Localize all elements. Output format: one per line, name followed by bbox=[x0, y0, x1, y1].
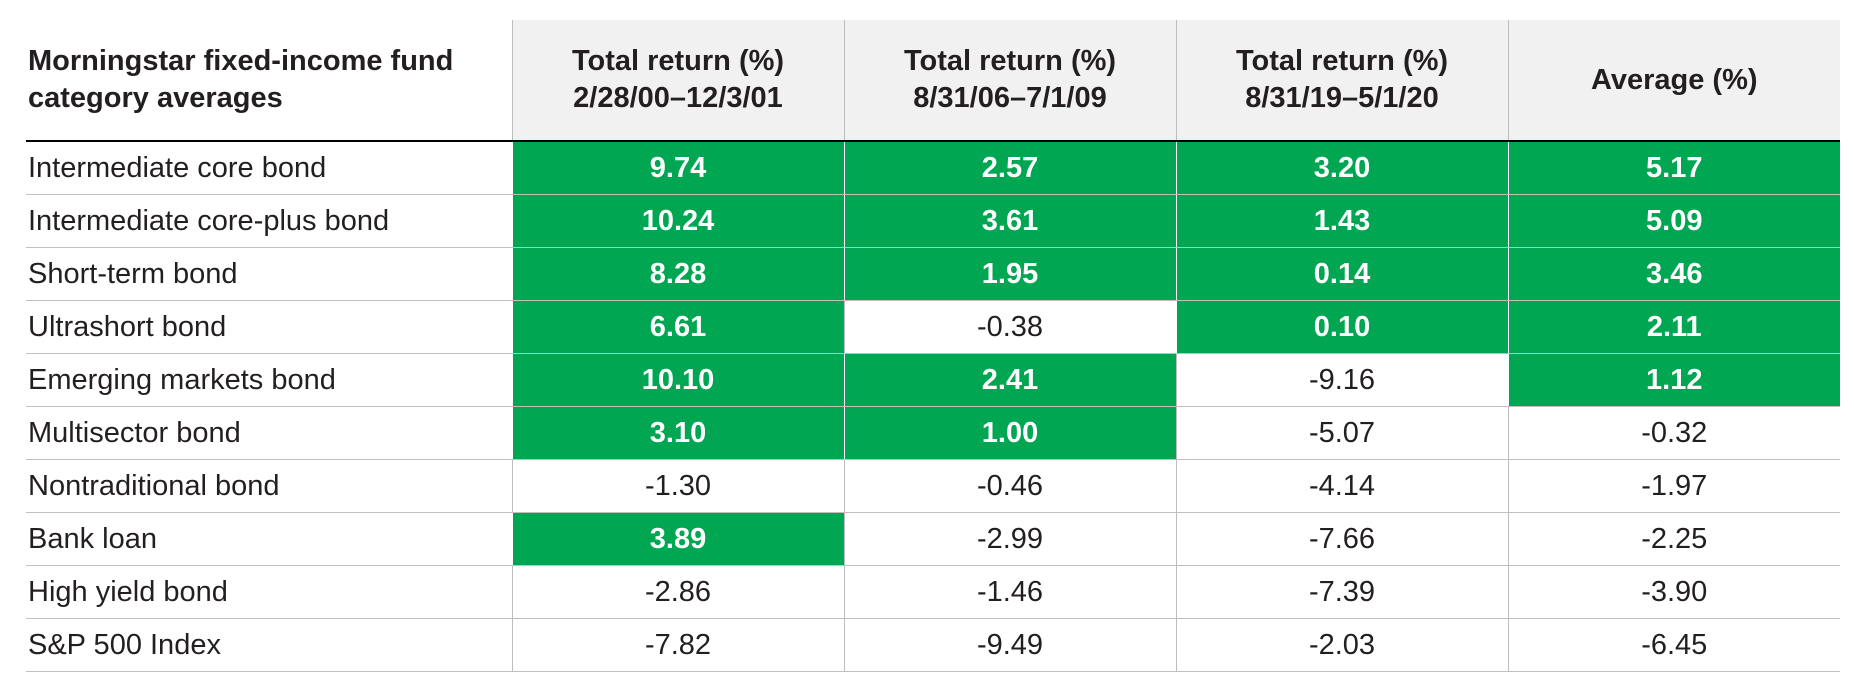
header-row: Morningstar fixed-income fund category a… bbox=[26, 20, 1840, 142]
value-cell: -0.38 bbox=[843, 300, 1176, 354]
value-cell: -7.66 bbox=[1175, 512, 1508, 566]
value-cell: 10.24 bbox=[511, 194, 844, 248]
value-cell: -6.45 bbox=[1507, 618, 1840, 672]
value-cell: 3.10 bbox=[511, 406, 844, 460]
value-cell: 3.46 bbox=[1507, 247, 1840, 301]
value-cell: -2.03 bbox=[1175, 618, 1508, 672]
row-label: Bank loan bbox=[26, 512, 512, 566]
row-label: Emerging markets bond bbox=[26, 353, 512, 407]
row-label: Multisector bond bbox=[26, 406, 512, 460]
column-header-title: Total return (%) bbox=[903, 45, 1117, 77]
value-cell: 1.12 bbox=[1507, 353, 1840, 407]
value-cell: 0.14 bbox=[1175, 247, 1508, 301]
value-cell: -9.49 bbox=[843, 618, 1176, 672]
column-header-period: 8/31/06–7/1/09 bbox=[913, 82, 1107, 114]
value-cell: -2.25 bbox=[1507, 512, 1840, 566]
row-label: Intermediate core-plus bond bbox=[26, 194, 512, 248]
row-label: Ultrashort bond bbox=[26, 300, 512, 354]
table-row: Multisector bond 3.10 1.00 -5.07 -0.32 bbox=[26, 406, 1840, 460]
table-row: Nontraditional bond -1.30 -0.46 -4.14 -1.97 bbox=[26, 459, 1840, 513]
value-cell: 2.41 bbox=[843, 353, 1176, 407]
value-cell: -7.82 bbox=[511, 618, 844, 672]
column-header-period: 8/31/19–5/1/20 bbox=[1245, 82, 1439, 114]
value-cell: -5.07 bbox=[1175, 406, 1508, 460]
table-row: Bank loan 3.89 -2.99 -7.66 -2.25 bbox=[26, 512, 1840, 566]
corner-header-line-1: Morningstar fixed-income fund bbox=[28, 45, 454, 77]
corner-header-line-2: category averages bbox=[28, 82, 283, 114]
value-cell: 6.61 bbox=[511, 300, 844, 354]
column-header-title: Average (%) bbox=[1590, 63, 1758, 96]
column-header-3: Total return (%) 8/31/19–5/1/20 bbox=[1175, 20, 1508, 142]
value-cell: 5.09 bbox=[1507, 194, 1840, 248]
value-cell: 3.89 bbox=[511, 512, 844, 566]
value-cell: -7.39 bbox=[1175, 565, 1508, 619]
column-header-4: Average (%) bbox=[1507, 20, 1840, 142]
table-row: Short-term bond 8.28 1.95 0.14 3.46 bbox=[26, 247, 1840, 301]
value-cell: 3.20 bbox=[1175, 141, 1508, 195]
table-body: Intermediate core bond 9.74 2.57 3.20 5.17 In… bbox=[26, 141, 1840, 672]
value-cell: 9.74 bbox=[511, 141, 844, 195]
value-cell: 0.10 bbox=[1175, 300, 1508, 354]
value-cell: 2.57 bbox=[843, 141, 1176, 195]
table-row: High yield bond -2.86 -1.46 -7.39 -3.90 bbox=[26, 565, 1840, 619]
column-header-2: Total return (%) 8/31/06–7/1/09 bbox=[843, 20, 1176, 142]
column-header-title: Total return (%) bbox=[1235, 45, 1449, 77]
value-cell: 1.95 bbox=[843, 247, 1176, 301]
value-cell: -0.32 bbox=[1507, 406, 1840, 460]
returns-table: Morningstar fixed-income fund category a… bbox=[26, 20, 1840, 672]
table-row: Intermediate core bond 9.74 2.57 3.20 5.17 bbox=[26, 141, 1840, 195]
value-cell: -1.46 bbox=[843, 565, 1176, 619]
value-cell: 10.10 bbox=[511, 353, 844, 407]
row-label: S&P 500 Index bbox=[26, 618, 512, 672]
corner-header: Morningstar fixed-income fund category a… bbox=[26, 20, 512, 142]
column-header-period: 2/28/00–12/3/01 bbox=[573, 82, 783, 114]
row-label: Nontraditional bond bbox=[26, 459, 512, 513]
column-header-title: Total return (%) bbox=[571, 45, 785, 77]
table-row: S&P 500 Index -7.82 -9.49 -2.03 -6.45 bbox=[26, 618, 1840, 672]
value-cell: -2.99 bbox=[843, 512, 1176, 566]
value-cell: -0.46 bbox=[843, 459, 1176, 513]
value-cell: 3.61 bbox=[843, 194, 1176, 248]
value-cell: 1.43 bbox=[1175, 194, 1508, 248]
value-cell: 2.11 bbox=[1507, 300, 1840, 354]
value-cell: 1.00 bbox=[843, 406, 1176, 460]
table-row: Ultrashort bond 6.61 -0.38 0.10 2.11 bbox=[26, 300, 1840, 354]
value-cell: -4.14 bbox=[1175, 459, 1508, 513]
table-row: Intermediate core-plus bond 10.24 3.61 1.43… bbox=[26, 194, 1840, 248]
value-cell: -2.86 bbox=[511, 565, 844, 619]
value-cell: -3.90 bbox=[1507, 565, 1840, 619]
value-cell: -1.97 bbox=[1507, 459, 1840, 513]
table-row: Emerging markets bond 10.10 2.41 -9.16 1.12 bbox=[26, 353, 1840, 407]
value-cell: 8.28 bbox=[511, 247, 844, 301]
value-cell: 5.17 bbox=[1507, 141, 1840, 195]
column-header-1: Total return (%) 2/28/00–12/3/01 bbox=[511, 20, 844, 142]
value-cell: -1.30 bbox=[511, 459, 844, 513]
row-label: High yield bond bbox=[26, 565, 512, 619]
row-label: Intermediate core bond bbox=[26, 141, 512, 195]
value-cell: -9.16 bbox=[1175, 353, 1508, 407]
row-label: Short-term bond bbox=[26, 247, 512, 301]
